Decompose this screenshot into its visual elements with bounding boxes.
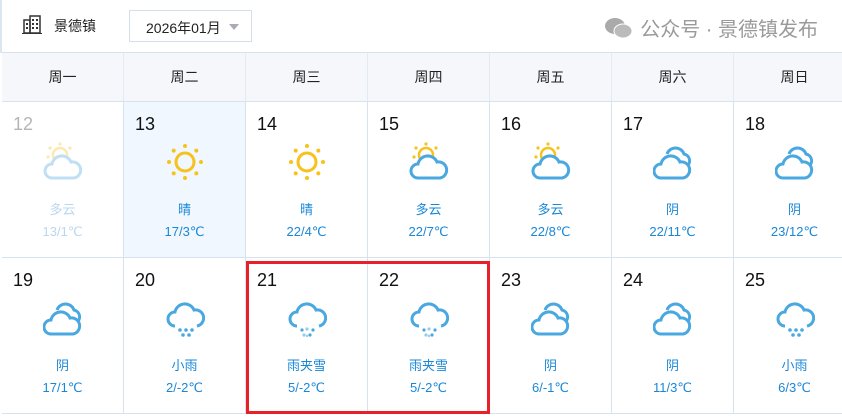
- day-number: 25: [745, 270, 766, 290]
- month-select[interactable]: 2026年01月: [129, 10, 252, 42]
- sleet-icon: [288, 302, 327, 338]
- day-cell[interactable]: 16 多云 22/8℃: [490, 102, 612, 257]
- day-cell[interactable]: 24 阴 11/3℃: [612, 258, 734, 413]
- temperature: 22/4℃: [286, 224, 327, 239]
- building-icon: [22, 15, 42, 34]
- overcast-icon: [653, 146, 692, 180]
- day-number: 14: [257, 114, 278, 134]
- temperature: 13/1℃: [42, 224, 83, 239]
- weather-text: 阴: [787, 202, 801, 217]
- day-number: 20: [135, 270, 156, 290]
- chevron-down-icon: [229, 24, 239, 30]
- sleet-icon: [410, 302, 449, 338]
- wechat-icon: [605, 17, 633, 38]
- day-cell[interactable]: 20 小雨 2/-2℃: [124, 258, 246, 413]
- weather-text: 小雨: [781, 358, 808, 373]
- sun-icon: [167, 144, 203, 180]
- day-cell[interactable]: 22 雨夹雪 5/-2℃: [368, 258, 490, 413]
- temperature: 22/8℃: [530, 224, 571, 239]
- day-cell[interactable]: 12 多云 13/1℃: [2, 102, 124, 257]
- weekday-label: 周六: [612, 53, 734, 101]
- day-cell[interactable]: 17 阴 22/11℃: [612, 102, 734, 257]
- day-number: 21: [257, 270, 278, 290]
- day-cell[interactable]: 19 阴 17/1℃: [2, 258, 124, 413]
- day-cell[interactable]: 14 晴 22/4℃: [246, 102, 368, 257]
- overcast-icon: [775, 146, 814, 180]
- temperature: 6/-1℃: [531, 380, 569, 395]
- day-cell[interactable]: 23 阴 6/-1℃: [490, 258, 612, 413]
- weekday-header: 周一 周二 周三 周四 周五 周六 周日: [2, 53, 842, 102]
- light-rain-icon: [166, 302, 205, 337]
- temperature: 22/11℃: [649, 224, 696, 239]
- partly-cloudy-icon: [531, 142, 571, 180]
- weather-text: 晴: [299, 202, 313, 217]
- day-cell[interactable]: 13 晴 17/3℃: [124, 102, 246, 257]
- day-number: 12: [13, 114, 34, 134]
- weather-text: 雨夹雪: [408, 358, 448, 373]
- day-number: 22: [379, 270, 400, 290]
- weekday-label: 周日: [734, 53, 842, 101]
- temperature: 5/-2℃: [409, 380, 447, 395]
- weather-text: 阴: [665, 358, 679, 373]
- temperature: 17/3℃: [164, 224, 205, 239]
- weather-text: 阴: [55, 358, 69, 373]
- day-cell[interactable]: 21 雨夹雪 5/-2℃: [246, 258, 368, 413]
- overcast-icon: [531, 302, 570, 336]
- temperature: 2/-2℃: [165, 380, 203, 395]
- weather-text: 小雨: [171, 358, 198, 373]
- weekday-label: 周一: [2, 53, 124, 101]
- week-row: 19 阴 17/1℃ 20 小雨 2/-2℃ 21 雨夹雪 5/-2℃ 22 雨…: [2, 258, 842, 414]
- weather-text: 多云: [49, 202, 76, 217]
- calendar-body: 12 多云 13/1℃ 13 晴 17/3℃ 14 晴 22/4℃ 15 多云 …: [2, 102, 842, 414]
- month-value: 2026年01月: [146, 20, 221, 36]
- day-cell[interactable]: 18 阴 23/12℃: [734, 102, 842, 257]
- weather-text: 雨夹雪: [286, 358, 326, 373]
- overcast-icon: [653, 302, 692, 336]
- weekday-label: 周二: [124, 53, 246, 101]
- day-number: 19: [13, 270, 34, 290]
- weekday-label: 周三: [246, 53, 368, 101]
- day-number: 15: [379, 114, 400, 134]
- temperature: 23/12℃: [770, 224, 819, 239]
- partly-cloudy-icon: [43, 142, 83, 180]
- temperature: 6/3℃: [778, 380, 811, 395]
- weekday-label: 周五: [490, 53, 612, 101]
- partly-cloudy-icon: [409, 142, 449, 180]
- weather-text: 多云: [415, 202, 442, 217]
- day-number: 24: [623, 270, 644, 290]
- temperature: 11/3℃: [653, 380, 692, 395]
- city-name: 景德镇: [54, 18, 96, 34]
- day-number: 23: [501, 270, 522, 290]
- temperature: 22/7℃: [408, 224, 449, 239]
- weather-text: 多云: [537, 202, 564, 217]
- day-cell[interactable]: 15 多云 22/7℃: [368, 102, 490, 257]
- week-row: 12 多云 13/1℃ 13 晴 17/3℃ 14 晴 22/4℃ 15 多云 …: [2, 102, 842, 258]
- day-cell[interactable]: 25 小雨 6/3℃: [734, 258, 842, 413]
- watermark: 公众号 · 景德镇发布: [604, 13, 818, 42]
- temperature: 17/1℃: [42, 380, 83, 395]
- weather-text: 晴: [177, 202, 191, 217]
- day-number: 13: [135, 114, 156, 134]
- weather-text: 阴: [543, 358, 557, 373]
- overcast-icon: [43, 302, 82, 336]
- temperature: 5/-2℃: [287, 380, 325, 395]
- weekday-label: 周四: [368, 53, 490, 101]
- sun-icon: [289, 144, 325, 180]
- toolbar: 景德镇 2026年01月 公众号 · 景德镇发布: [0, 0, 842, 53]
- weather-text: 阴: [665, 202, 679, 217]
- day-number: 18: [745, 114, 766, 134]
- watermark-text: 公众号 · 景德镇发布: [640, 19, 818, 41]
- calendar: 周一 周二 周三 周四 周五 周六 周日 12 多云 13/1℃ 13 晴 17/3℃ 14…: [2, 52, 842, 414]
- day-number: 17: [623, 114, 644, 134]
- day-number: 16: [501, 114, 522, 134]
- light-rain-icon: [776, 302, 815, 337]
